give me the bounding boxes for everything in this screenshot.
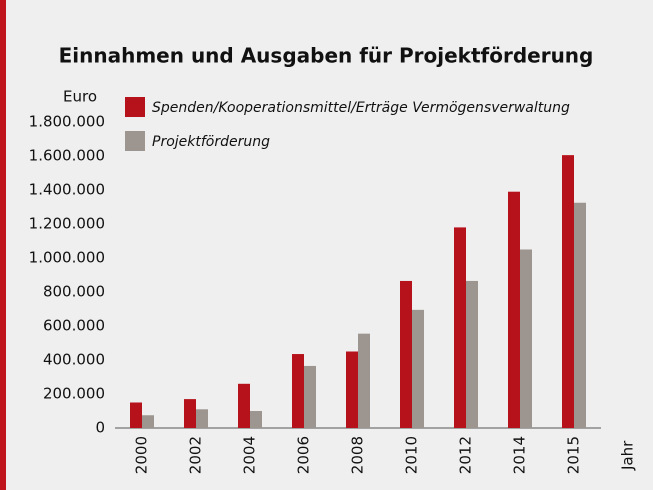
bar [520,249,532,428]
x-axis-label: Jahr [619,440,637,471]
x-tick-label: 2000 [133,436,151,474]
x-tick-label: 2012 [457,436,475,474]
bar [454,227,466,428]
y-tick-label: 200.000 [43,385,105,403]
bar [346,351,358,428]
legend-label: Projektförderung [152,134,270,150]
bar [292,354,304,428]
y-tick-label: 1.600.000 [29,147,105,165]
y-tick-label: 1.000.000 [29,249,105,267]
bar [196,409,208,428]
bar [466,280,478,428]
side-strip [0,0,6,490]
bar [562,155,574,428]
legend-swatch [125,97,145,117]
bar [142,415,154,428]
bar [250,411,262,428]
x-tick-label: 2002 [187,436,205,474]
bar [400,280,412,428]
legend-label: Spenden/Kooperationsmittel/Erträge Vermö… [152,100,570,116]
bar [358,333,370,428]
x-tick-label: 2010 [403,436,421,474]
y-tick-label: 1.200.000 [29,215,105,233]
y-tick-label: 800.000 [43,283,105,301]
bar [574,202,586,428]
bar [304,365,316,428]
x-tick-label: 2015 [565,436,583,474]
y-tick-label: 1.800.000 [29,113,105,131]
bar [508,191,520,428]
bar [130,402,142,428]
x-tick-label: 2004 [241,436,259,474]
bar [184,399,196,428]
x-tick-label: 2014 [511,436,529,474]
y-tick-label: 0 [95,419,105,437]
legend-swatch [125,131,145,151]
x-tick-label: 2006 [295,436,313,474]
y-axis-label: Euro [63,88,97,106]
y-tick-label: 600.000 [43,317,105,335]
x-tick-label: 2008 [349,436,367,474]
y-tick-label: 400.000 [43,351,105,369]
chart-title: Einnahmen und Ausgaben für Projektförder… [59,44,594,68]
bar [238,383,250,428]
bar [412,309,424,428]
y-tick-label: 1.400.000 [29,181,105,199]
